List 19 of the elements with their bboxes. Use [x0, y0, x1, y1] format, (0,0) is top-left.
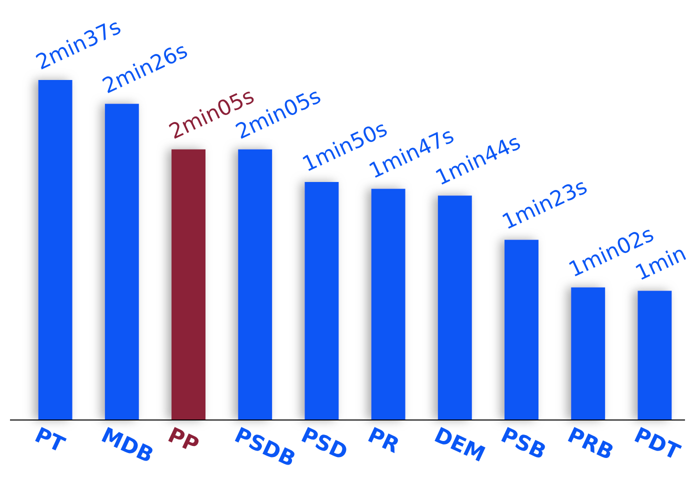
- bar: [638, 290, 672, 420]
- bar: [504, 240, 538, 420]
- bar: [238, 149, 272, 420]
- x-tick-label: PRB: [564, 422, 618, 465]
- x-tick-label: PSD: [298, 422, 352, 465]
- bar: [304, 182, 339, 420]
- bar: [38, 80, 72, 420]
- bar: [438, 196, 472, 420]
- x-tick-label: PT: [31, 422, 69, 458]
- x-tick-label: PR: [364, 422, 403, 458]
- x-tick-label: PDT: [630, 422, 684, 465]
- x-tick-label: PP: [164, 422, 202, 458]
- bar: [172, 149, 206, 420]
- x-tick-label: PSB: [497, 422, 550, 464]
- bar: [104, 104, 139, 420]
- bar: [371, 188, 406, 420]
- x-tick-label: MDB: [98, 422, 158, 468]
- x-tick-label: DEM: [430, 422, 489, 467]
- bar: [571, 287, 606, 420]
